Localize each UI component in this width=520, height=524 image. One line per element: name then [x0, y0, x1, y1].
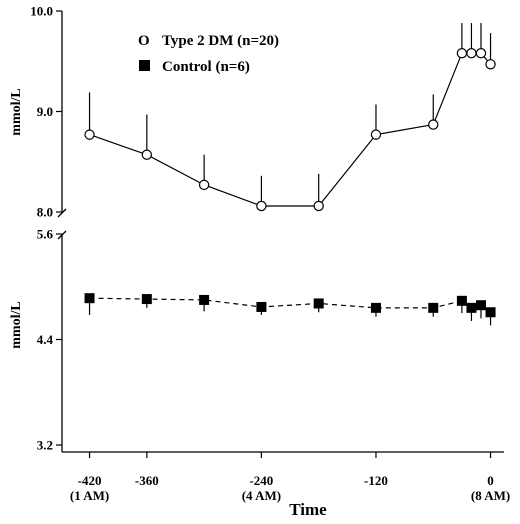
data-point-control [466, 302, 477, 313]
x-tick-sublabel: (4 AM) [242, 488, 281, 503]
x-tick-label: -360 [135, 473, 159, 488]
y-tick-label: 4.4 [37, 332, 54, 347]
x-tick-label: -420 [78, 473, 102, 488]
axis-break-mark [57, 230, 67, 240]
y-axis-label-bottom: mmol/L [9, 301, 24, 348]
data-point-control [475, 300, 486, 311]
y-tick-label: 5.6 [37, 227, 54, 242]
x-axis-label: Time [289, 500, 327, 519]
legend-marker-control [139, 60, 150, 71]
data-point-control [199, 294, 210, 305]
data-point-type2dm [475, 48, 487, 59]
data-point-type2dm [370, 129, 382, 140]
data-point-type2dm [466, 48, 477, 59]
y-tick-label: 9.0 [37, 104, 53, 119]
y-tick-label: 10.0 [30, 4, 53, 19]
x-tick-label: -120 [364, 473, 388, 488]
data-point-type2dm [428, 119, 439, 130]
data-point-type2dm [84, 129, 95, 140]
legend-label-control: Control (n=6) [162, 59, 250, 75]
data-point-type2dm [141, 149, 153, 160]
axes-layer: -420(1 AM) -360 -240(4 AM) -120 0(8 AM) 8.0 9.… [30, 4, 510, 504]
y-tick-label: 8.0 [37, 205, 53, 220]
y-tick-label: 3.2 [37, 438, 53, 453]
data-point-control [485, 307, 496, 318]
data-point-control [313, 298, 324, 309]
y-axis-label-top: mmol/L [9, 88, 24, 135]
data-point-type2dm [313, 200, 324, 212]
legend-label-type2dm: Type 2 DM (n=20) [162, 33, 279, 49]
series-line [89, 52, 491, 207]
data-point-control [256, 301, 267, 312]
data-point-type2dm [456, 48, 468, 59]
data-point-type2dm [198, 179, 210, 191]
x-tick-label: 0 [487, 473, 494, 488]
axis-break-mark [57, 208, 67, 218]
x-tick-sublabel: (8 AM) [471, 488, 510, 503]
data-point-type2dm [256, 200, 267, 212]
data-point-type2dm [485, 59, 496, 70]
marks-layer [84, 23, 496, 326]
data-point-control [428, 302, 439, 313]
legend: O Type 2 DM (n=20) Control (n=6) [138, 33, 279, 75]
x-tick-label: -240 [249, 473, 273, 488]
data-point-control [370, 302, 381, 313]
legend-symbol-type2dm: O [138, 33, 150, 49]
x-tick-sublabel: (1 AM) [70, 488, 109, 503]
data-point-control [141, 294, 152, 305]
data-point-control [456, 295, 467, 306]
data-point-control [84, 293, 95, 304]
